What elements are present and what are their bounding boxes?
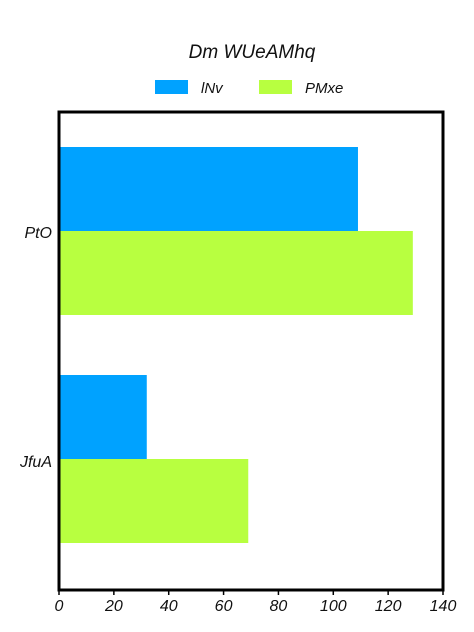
legend-label-series-2: PMxe	[305, 80, 343, 97]
y-tick-label-2: JfuA	[19, 454, 52, 471]
chart-title: Dm WUeAMhq	[189, 42, 316, 63]
bar-PtO-PMxe	[59, 231, 413, 315]
x-tick-label: 120	[375, 598, 402, 615]
bar-JfuA-lNv	[59, 375, 147, 459]
bar-JfuA-PMxe	[59, 459, 249, 543]
y-axis: PtO JfuA	[19, 225, 52, 471]
x-tick-label: 40	[160, 598, 178, 615]
plot-area-frame	[57, 110, 445, 592]
x-axis: 0 20 40 60 80 100 120 140	[55, 590, 457, 615]
legend: lNv PMxe	[155, 80, 343, 97]
x-tick-label: 20	[104, 598, 123, 615]
x-tick-label: 140	[430, 598, 457, 615]
x-tick-label: 60	[215, 598, 233, 615]
bar-PtO-lNv	[59, 147, 358, 231]
y-tick-label-1: PtO	[24, 225, 52, 242]
x-tick-label: 0	[55, 598, 64, 615]
bars-group	[59, 147, 413, 543]
x-tick-label: 100	[320, 598, 347, 615]
legend-label-series-1: lNv	[201, 80, 224, 97]
legend-swatch-series-1	[155, 80, 188, 94]
x-tick-label: 80	[270, 598, 288, 615]
legend-swatch-series-2	[259, 80, 292, 94]
